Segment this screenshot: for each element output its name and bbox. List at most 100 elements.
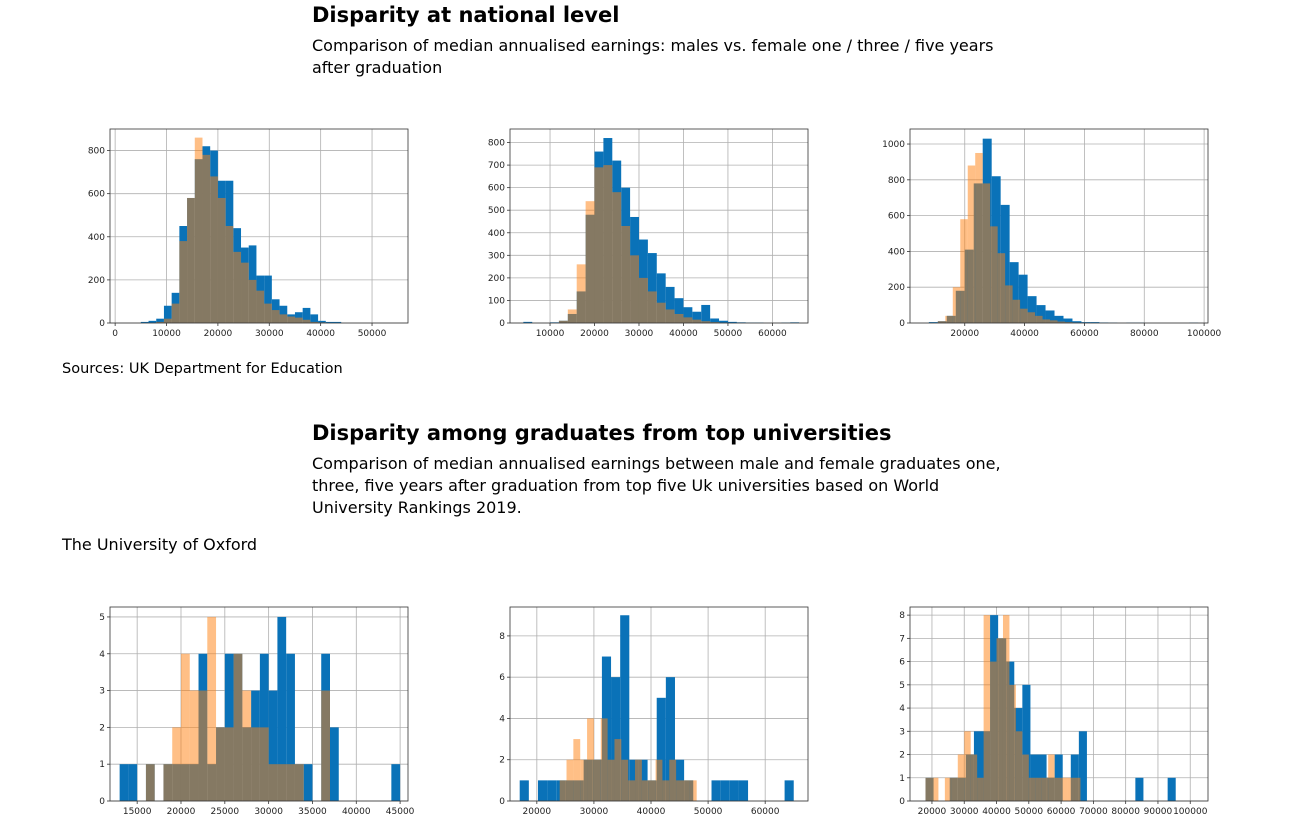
x-tick-label: 60000 xyxy=(751,807,780,817)
histogram-bar xyxy=(187,197,195,323)
y-tick-label: 3 xyxy=(899,727,905,737)
histogram-bar xyxy=(321,690,330,801)
histogram-bar xyxy=(1090,322,1100,323)
histogram-bar xyxy=(682,780,690,801)
histogram-bar xyxy=(600,718,608,801)
y-tick-label: 2 xyxy=(899,751,905,761)
histogram-bar xyxy=(1018,274,1028,323)
histogram-bar xyxy=(1081,322,1091,323)
section-title: Disparity among graduates from top unive… xyxy=(312,421,892,445)
x-tick-label: 50000 xyxy=(1014,807,1043,817)
y-tick-label: 0 xyxy=(899,797,905,807)
histogram-bar xyxy=(286,653,295,801)
histogram-bar xyxy=(1050,320,1058,323)
y-tick-label: 500 xyxy=(488,206,505,216)
histogram-bar xyxy=(997,253,1006,323)
y-tick-label: 600 xyxy=(88,190,105,200)
x-tick-label: 0 xyxy=(112,329,118,339)
x-tick-label: 90000 xyxy=(1144,807,1173,817)
histogram-bar xyxy=(171,303,180,323)
histogram-bar xyxy=(587,718,594,801)
histogram-bar xyxy=(656,273,666,323)
histogram-bar xyxy=(674,298,684,323)
histogram-bar xyxy=(519,780,529,801)
histogram-bar xyxy=(329,727,339,801)
y-tick-label: 5 xyxy=(99,613,105,623)
histogram-bar xyxy=(148,320,157,323)
histogram-bar xyxy=(1028,777,1036,801)
histogram-bar xyxy=(973,731,982,801)
histogram-bar xyxy=(977,777,984,801)
x-tick-label: 20000 xyxy=(580,329,609,339)
histogram-bar xyxy=(558,320,568,323)
y-tick-label: 3 xyxy=(99,687,105,697)
histogram-bar xyxy=(665,309,675,323)
histogram-bar xyxy=(648,780,656,801)
histogram-bar xyxy=(990,226,998,323)
x-tick-label: 20000 xyxy=(167,807,196,817)
histogram-bar xyxy=(960,219,968,323)
histogram-bar xyxy=(647,291,657,323)
y-tick-label: 8 xyxy=(899,611,905,621)
y-tick-label: 6 xyxy=(499,673,505,683)
y-tick-label: 400 xyxy=(88,233,105,243)
histogram-bar xyxy=(225,226,234,323)
histogram-bar xyxy=(391,764,401,801)
histogram-bar xyxy=(559,780,567,801)
y-tick-label: 0 xyxy=(99,797,105,807)
histogram-bar xyxy=(1002,615,1010,801)
x-tick-label: 40000 xyxy=(982,807,1011,817)
histogram-bar xyxy=(1005,285,1013,323)
y-tick-label: 800 xyxy=(488,139,505,149)
x-tick-label: 80000 xyxy=(1111,807,1140,817)
histogram-bar xyxy=(729,780,739,801)
histogram-bar xyxy=(566,759,574,801)
histogram-bar xyxy=(727,321,737,323)
histogram-bar xyxy=(665,677,675,801)
histogram-bar xyxy=(784,780,794,801)
y-tick-label: 0 xyxy=(99,319,105,329)
histogram-bar xyxy=(957,754,965,801)
y-tick-label: 4 xyxy=(899,704,905,714)
histogram-bar xyxy=(630,255,639,323)
histogram-bar xyxy=(1045,310,1055,323)
y-tick-label: 400 xyxy=(488,229,505,239)
histogram-bar xyxy=(1035,315,1043,323)
histogram-bar xyxy=(198,690,208,801)
histogram-bar xyxy=(996,638,1003,801)
histogram-bar xyxy=(656,697,666,801)
histogram-bar xyxy=(944,777,952,801)
histogram-bar xyxy=(683,307,693,323)
x-tick-label: 40000 xyxy=(1010,329,1039,339)
histogram-bar xyxy=(964,731,971,801)
x-tick-label: 20000 xyxy=(918,807,947,817)
histogram-bar xyxy=(669,759,677,801)
histogram-bar xyxy=(287,316,295,323)
x-tick-label: 30000 xyxy=(950,807,979,817)
histogram-bar xyxy=(628,780,636,801)
histogram-bar xyxy=(683,317,693,323)
histogram-bar xyxy=(333,321,342,323)
subsection-title: The University of Oxford xyxy=(62,535,258,554)
x-tick-label: 30000 xyxy=(625,329,654,339)
y-tick-label: 400 xyxy=(888,247,905,257)
histogram-bar xyxy=(620,615,630,801)
section-subtitle: Comparison of median annualised earnings… xyxy=(312,454,1001,517)
histogram-bar xyxy=(701,321,711,323)
x-tick-label: 60000 xyxy=(758,329,787,339)
x-tick-label: 30000 xyxy=(580,807,609,817)
plot-frame xyxy=(109,606,409,802)
histogram-bar xyxy=(1078,731,1087,801)
x-tick-label: 50000 xyxy=(714,329,743,339)
histogram-bar xyxy=(656,302,666,323)
histogram-bar xyxy=(310,321,319,323)
x-tick-label: 20000 xyxy=(950,329,979,339)
histogram-bar xyxy=(952,287,961,323)
histogram-bar xyxy=(1067,777,1075,801)
histogram-bar xyxy=(1015,731,1023,801)
y-tick-label: 800 xyxy=(88,147,105,157)
histogram-bar xyxy=(1135,777,1144,801)
histogram-bar xyxy=(937,321,946,323)
histogram-bar xyxy=(207,616,217,801)
